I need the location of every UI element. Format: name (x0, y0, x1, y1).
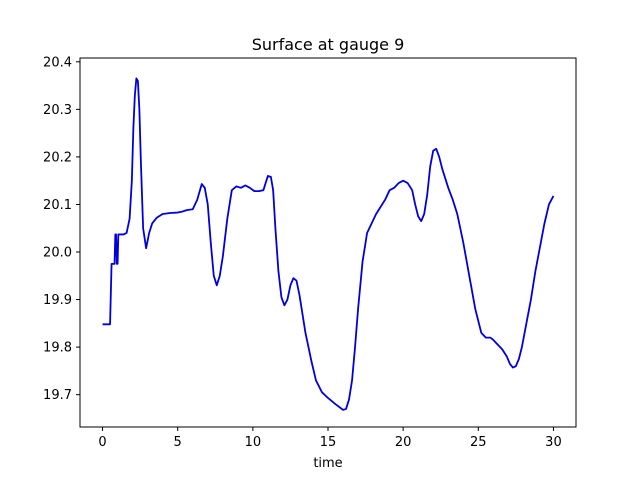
y-tick-label: 19.8 (43, 341, 72, 356)
x-axis-label: time (313, 456, 342, 471)
y-tick-label: 19.7 (43, 388, 72, 403)
series-line (102, 77, 555, 411)
x-tick-label: 10 (245, 435, 262, 450)
x-tick-label: 20 (395, 435, 412, 450)
y-tick-label: 20.1 (43, 198, 72, 213)
x-tick-label: 0 (98, 435, 106, 450)
x-tick-label: 5 (174, 435, 182, 450)
chart-title: Surface at gauge 9 (252, 35, 405, 54)
x-axis: 0 5 10 15 20 25 30 (98, 427, 562, 450)
y-tick-label: 20.3 (43, 103, 72, 118)
y-tick-label: 20.4 (43, 55, 72, 70)
plot-area (102, 77, 555, 411)
x-tick-label: 30 (545, 435, 562, 450)
x-tick-label: 15 (320, 435, 337, 450)
y-tick-label: 20.2 (43, 150, 72, 165)
y-tick-label: 20.0 (43, 246, 72, 261)
y-axis: 19.7 19.8 19.9 20.0 20.1 20.2 20.3 20.4 (43, 55, 80, 403)
x-tick-label: 25 (470, 435, 487, 450)
y-tick-label: 19.9 (43, 293, 72, 308)
